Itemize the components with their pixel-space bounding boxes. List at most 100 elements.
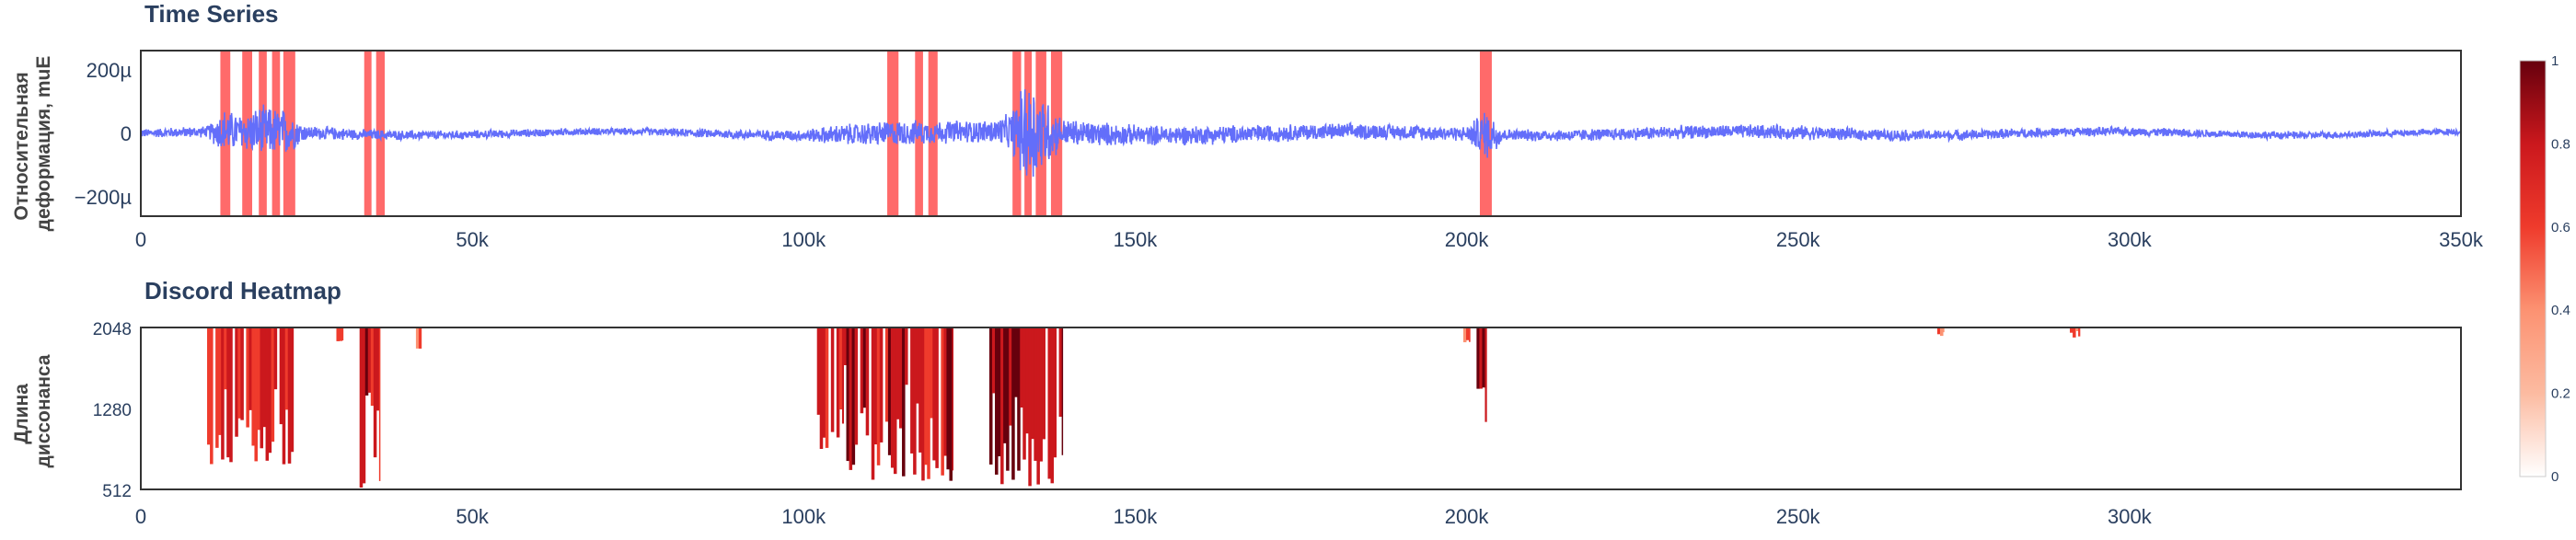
timeseries-signal xyxy=(140,89,2462,178)
heatmap-cell xyxy=(218,327,222,435)
heatmap-cell xyxy=(362,327,366,484)
heatmap-cell xyxy=(916,327,919,404)
heatmap-cell xyxy=(257,327,261,431)
heatmap-cell xyxy=(995,327,999,475)
heatmap-cell xyxy=(943,327,947,456)
heatmap-cell xyxy=(902,327,906,477)
heatmap-cell xyxy=(946,327,950,470)
heatmap-cell xyxy=(254,327,258,462)
heatmap-cell xyxy=(282,327,286,465)
heatmap-cell xyxy=(1050,327,1055,484)
timeseries-x-tick-250k: 250k xyxy=(1776,228,1821,251)
colorbar-ticks: 0 0.2 0.4 0.6 0.8 1 xyxy=(2551,53,2570,485)
heatmap-cell xyxy=(1476,327,1480,389)
heatmap-cell xyxy=(1479,327,1483,389)
heatmap-cell xyxy=(373,327,377,458)
heatmap-x-tick-50k: 50k xyxy=(456,505,489,528)
timeseries-y-tick-200µ: 200µ xyxy=(87,59,133,82)
heatmap-cell xyxy=(879,327,884,442)
timeseries-x-tick-300k: 300k xyxy=(2108,228,2153,251)
heatmap-x-tick-100k: 100k xyxy=(781,505,826,528)
heatmap-cell xyxy=(378,327,381,481)
heatmap-cell xyxy=(1058,327,1063,418)
timeseries-x-tick-50k: 50k xyxy=(456,228,489,251)
heatmap-cell xyxy=(927,327,930,479)
highlight-region-9 xyxy=(928,51,938,216)
heatmap-cell xyxy=(1003,327,1007,443)
heatmap-cell xyxy=(952,327,953,471)
timeseries-x-tick-0: 0 xyxy=(135,228,146,251)
heatmap-cell xyxy=(851,327,856,465)
heatmap-cell xyxy=(935,327,939,468)
heatmap-cell xyxy=(375,327,380,411)
heatmap-cell xyxy=(359,327,364,488)
heatmap-cell xyxy=(246,327,249,428)
heatmap-cell xyxy=(873,327,878,445)
heatmap-cell xyxy=(235,327,238,437)
heatmap-cell xyxy=(1036,327,1040,485)
heatmap-cell xyxy=(838,327,843,410)
heatmap-cell xyxy=(251,327,255,446)
heatmap-cell xyxy=(876,327,881,465)
heatmap-cell xyxy=(887,327,892,455)
heatmap-plot-frame xyxy=(140,327,2462,490)
heatmap-cell xyxy=(1025,327,1029,434)
heatmap-cell xyxy=(1469,327,1471,342)
heatmap-cell xyxy=(860,327,864,414)
heatmap-cell xyxy=(240,327,244,420)
heatmap-cell xyxy=(1465,327,1470,340)
heatmap-cell xyxy=(895,327,900,419)
heatmap-x-tick-150k: 150k xyxy=(1114,505,1159,528)
heatmap-cell xyxy=(336,327,341,341)
heatmap-cell xyxy=(237,327,241,419)
heatmap-cell xyxy=(830,327,835,432)
timeseries-x-tick-200k: 200k xyxy=(1445,228,1490,251)
heatmap-cell xyxy=(846,327,850,462)
heatmap-x-tick-300k: 300k xyxy=(2108,505,2153,528)
heatmap-cell xyxy=(1047,327,1052,479)
heatmap-cell xyxy=(224,327,227,390)
heatmap-cell xyxy=(2073,327,2076,338)
heatmap-cell xyxy=(819,327,824,449)
heatmap-cell xyxy=(273,327,278,390)
heatmap-ylabel-line1: Длина xyxy=(11,384,32,444)
heatmap-cell xyxy=(884,327,889,422)
heatmap-cell xyxy=(1061,327,1064,455)
heatmap-cell xyxy=(1053,327,1057,458)
heatmap-cell xyxy=(1014,327,1018,397)
colorbar-tick-0.4: 0.4 xyxy=(2551,303,2570,318)
heatmap-cell xyxy=(991,327,996,394)
heatmap-x-tick-0: 0 xyxy=(135,505,146,528)
heatmap-cell xyxy=(271,327,275,442)
heatmap-cell xyxy=(930,327,933,419)
heatmap-cell xyxy=(871,327,875,480)
colorbar-tick-1: 1 xyxy=(2551,53,2559,69)
timeseries-ylabel-line2: деформация, muE xyxy=(33,56,54,232)
heatmap-cell xyxy=(816,327,821,415)
heatmap-x-tick-200k: 200k xyxy=(1445,505,1490,528)
colorbar-tick-0.2: 0.2 xyxy=(2551,386,2570,402)
heatmap-cell xyxy=(899,327,903,429)
heatmap-cell xyxy=(941,327,944,476)
timeseries-ylabel: Относительная деформация, muE xyxy=(11,56,54,232)
heatmap-cell xyxy=(367,327,372,393)
heatmap-cell xyxy=(932,327,936,461)
heatmap-cell xyxy=(1011,327,1015,480)
heatmap-cell xyxy=(415,327,420,349)
heatmap-cell xyxy=(1000,327,1004,485)
heatmap-cell xyxy=(988,327,993,465)
heatmap-cell xyxy=(949,327,953,481)
timeseries-y-tick-−200µ: −200µ xyxy=(75,186,133,209)
colorbar-tick-0: 0 xyxy=(2551,469,2559,485)
heatmap-cell xyxy=(268,327,272,454)
heatmap-cell xyxy=(284,327,289,410)
heatmap-cell xyxy=(207,327,211,445)
heatmap-cells xyxy=(207,327,2081,488)
heatmap-cell xyxy=(841,327,845,424)
heatmap-cell xyxy=(825,327,829,448)
timeseries-x-tick-350k: 350k xyxy=(2439,228,2484,251)
heatmap-ylabel: Длина диссонанса xyxy=(11,354,54,467)
heatmap-ylabel-line2: диссонанса xyxy=(33,354,54,467)
heatmap-cell xyxy=(364,327,369,396)
